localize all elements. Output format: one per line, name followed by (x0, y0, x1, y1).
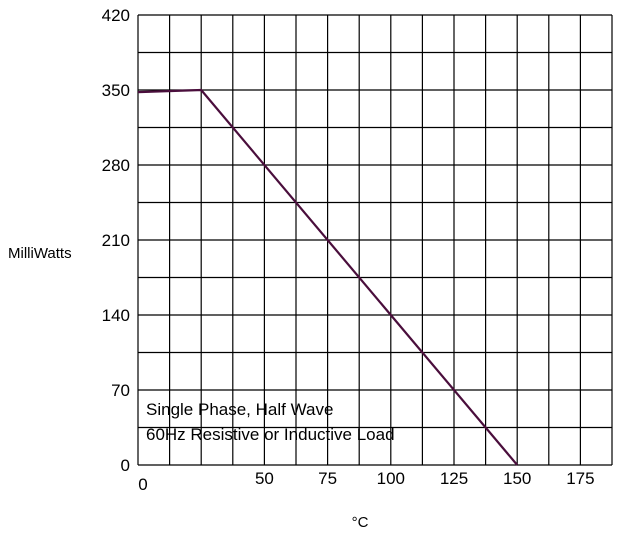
x-tick-labels: 0 50 75 100 125 150 175 (138, 469, 594, 494)
annotation-line-2: 60Hz Resistive or Inductive Load (146, 425, 395, 444)
y-axis-label: MilliWatts (8, 245, 72, 262)
annotation-line-1: Single Phase, Half Wave (146, 400, 333, 419)
x-tick-label: 50 (255, 469, 274, 488)
grid (137, 14, 613, 466)
x-tick-label: 100 (377, 469, 405, 488)
series-group (137, 88, 519, 466)
y-tick-label: 280 (102, 156, 130, 175)
x-tick-label: 0 (138, 475, 147, 494)
x-tick-label: 150 (503, 469, 531, 488)
y-tick-label: 210 (102, 231, 130, 250)
y-tick-label: 70 (111, 381, 130, 400)
y-tick-label: 0 (121, 456, 130, 475)
x-axis-label: °C (352, 514, 369, 531)
y-tick-label: 420 (102, 6, 130, 25)
y-tick-label: 140 (102, 306, 130, 325)
x-tick-label: 125 (440, 469, 468, 488)
x-tick-label: 175 (566, 469, 594, 488)
y-tick-labels: 0 70 140 210 280 350 420 (102, 6, 130, 475)
series-line-1 (137, 88, 519, 466)
y-tick-label: 350 (102, 81, 130, 100)
x-tick-label: 75 (318, 469, 337, 488)
